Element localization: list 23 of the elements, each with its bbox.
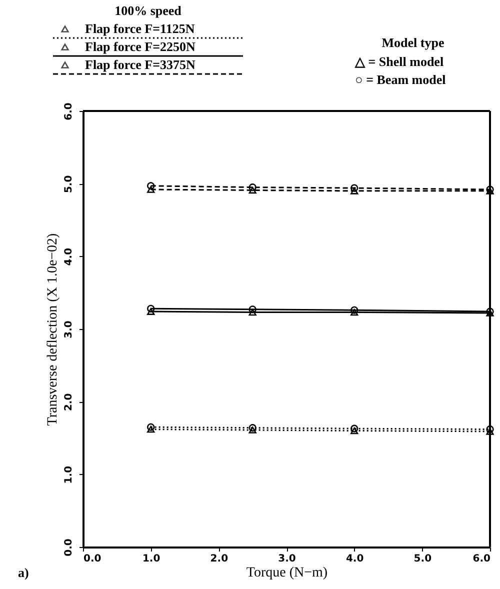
y-tick-label: 2.0 xyxy=(64,393,74,412)
y-axis-title: Transverse deflection (X 1.0e−02) xyxy=(46,232,60,426)
x-tick-label: 5.0 xyxy=(414,554,432,564)
x-tick-label: 0.0 xyxy=(84,554,102,564)
legend-label: Flap force F=1125N xyxy=(85,21,196,36)
y-tick-label: 5.0 xyxy=(64,175,74,194)
legend-title: 100% speed xyxy=(114,3,182,18)
x-tick-label: 2.0 xyxy=(210,554,228,564)
text: ○ = Beam model xyxy=(355,72,446,87)
y-tick-label: 3.0 xyxy=(64,320,74,338)
y-tick-label: 6.0 xyxy=(64,102,74,120)
text: Model type xyxy=(382,35,444,50)
y-tick-label: 4.0 xyxy=(64,248,74,266)
x-tick-label: 4.0 xyxy=(346,554,364,564)
y-tick-label: 1.0 xyxy=(64,466,74,484)
x-axis-title: Torque (N−m) xyxy=(246,566,328,580)
x-tick-label: 6.0 xyxy=(472,554,491,564)
x-tick-label: 3.0 xyxy=(278,554,296,564)
legend-label: Flap force F=3375N xyxy=(85,57,196,72)
legend-label: Flap force F=2250N xyxy=(85,39,196,54)
text: a) xyxy=(18,565,29,580)
x-tick-label: 1.0 xyxy=(142,554,160,564)
text: △ = Shell model xyxy=(354,54,444,69)
